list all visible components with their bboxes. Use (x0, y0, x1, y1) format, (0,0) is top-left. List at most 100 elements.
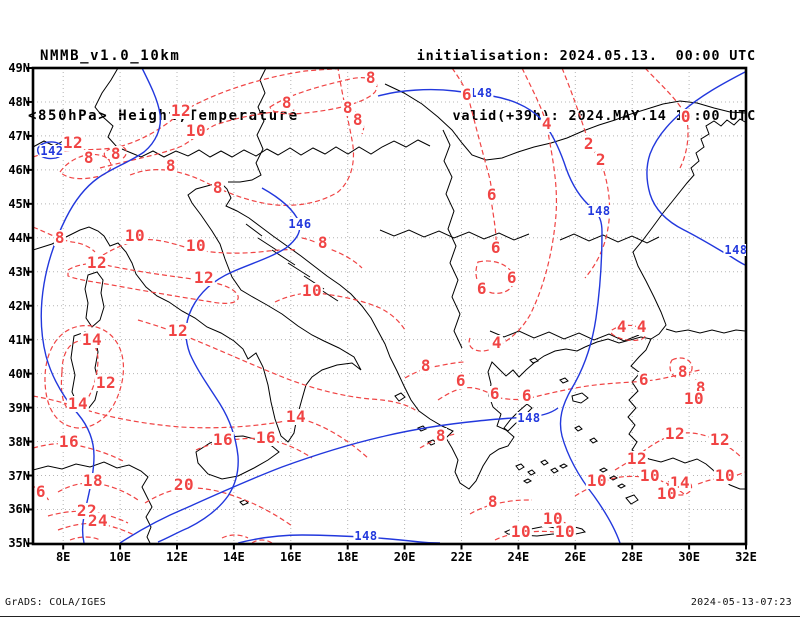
temperature-contour-label: 4 (540, 114, 554, 133)
temperature-contour-label: 10 (553, 522, 577, 541)
temperature-contour-label: 8 (419, 356, 433, 375)
temperature-contour-label: 8 (82, 148, 96, 167)
temperature-contour-label: 10 (123, 226, 147, 245)
y-axis-label: 45N (8, 196, 30, 211)
temperature-contour-label: 20 (172, 475, 196, 494)
temperature-contour-label: 10 (184, 236, 208, 255)
temperature-contour-label: 4 (635, 317, 649, 336)
temperature-contour-label: 6 (520, 386, 534, 405)
temperature-contour-label: 8 (486, 492, 500, 511)
height-contour-label: 142 (39, 144, 65, 158)
temperature-contour-label: 10 (585, 471, 609, 490)
x-axis-label: 22E (450, 550, 473, 564)
y-axis-label: 48N (8, 94, 30, 109)
x-axis-label: 30E (678, 550, 700, 564)
temperature-contour-label: 12 (61, 133, 85, 152)
y-axis-label: 42N (8, 298, 30, 313)
temperature-contour-label: 12 (708, 430, 732, 449)
header-left: NMMB_v1.0_10km <850hPa> Height,Temperatu… (28, 6, 299, 166)
temperature-contour-label: 6 (475, 279, 489, 298)
height-contour-label: 148 (586, 204, 612, 218)
temperature-contour-label: 2 (594, 150, 608, 169)
temperature-contour-label: 10 (509, 522, 533, 541)
temperature-contour-label: 8 (364, 68, 378, 87)
temperature-contour-label: 10 (713, 466, 737, 485)
map-frame (31, 66, 748, 546)
temperature-contour-label: 10 (541, 509, 565, 528)
x-axis-label: 24E (507, 550, 530, 564)
x-axis-label: 26E (564, 550, 587, 564)
model-title: NMMB_v1.0_10km (40, 48, 181, 64)
temperature-contour-label: 6 (454, 371, 468, 390)
height-contour-label: 148 (516, 411, 542, 425)
temperature-contour-label: 8 (351, 110, 365, 129)
y-axis-label: 36N (8, 502, 30, 517)
x-axis-label: 8E (55, 550, 71, 564)
y-axis-label: 38N (8, 434, 30, 449)
x-axis-label: 32E (735, 550, 757, 564)
temperature-contour-label: 14 (80, 330, 104, 349)
init-time: initialisation: 2024.05.13. 00:00 UTC (416, 48, 756, 64)
temperature-contour-label: 6 (485, 185, 499, 204)
image-bottom-border (0, 616, 800, 617)
x-axis-label: 12E (166, 550, 188, 564)
x-axis-label: 10E (109, 550, 131, 564)
temperature-contour-label: 8 (211, 178, 225, 197)
contour-label-layer: 142 146 148 148 148 148 148 12 10 12 8 8 8 8 8 8 8 8 6 4 2 2 0… (33, 68, 746, 544)
y-axis-label: 37N (8, 468, 30, 483)
x-axis-label: 16E (279, 550, 302, 564)
x-axis-label: 28E (621, 550, 644, 564)
temperature-contour-label: 8 (280, 93, 294, 112)
temperature-contour-label: 12 (166, 321, 190, 340)
temperature-contour-label: 8 (109, 144, 123, 163)
temperature-contour-label: 8 (341, 98, 355, 117)
x-axis-label: 18E (336, 550, 359, 564)
y-axis-label: 43N (8, 264, 30, 279)
temperature-contour-label: 16 (57, 432, 81, 451)
y-axis-label: 40N (8, 366, 30, 381)
field-title: <850hPa> Height,Temperature (28, 108, 299, 124)
temperature-contour-label: 16 (254, 428, 278, 447)
temperature-contour-label: 14 (66, 394, 90, 413)
height-contour-label: 148 (723, 244, 746, 256)
y-axis-label: 47N (8, 128, 30, 143)
temperature-contour-label: 10 (300, 281, 324, 300)
temperature-contour-label: 6 (460, 85, 474, 104)
temperature-contour-label: 12 (625, 449, 649, 468)
creation-timestamp: 2024-05-13-07:23 (690, 597, 792, 608)
height-contour-label: 148 (353, 529, 379, 543)
temperature-contour-label: 8 (53, 228, 67, 247)
temperature-contour-label: 18 (81, 471, 105, 490)
y-axis-label: 39N (8, 400, 30, 415)
temperature-contour-label: 4 (615, 317, 629, 336)
temperature-contour-label: 12 (169, 101, 193, 120)
y-axis-label: 49N (8, 61, 30, 75)
temperature-contour-label: 6 (489, 238, 503, 257)
y-axis-label: 41N (8, 332, 30, 347)
x-axis-label: 14E (223, 550, 245, 564)
temperature-contour-label: 6 (34, 482, 48, 501)
height-contour-label: 148 (468, 86, 494, 100)
temperature-contour-label: 12 (663, 424, 687, 443)
temperature-contour-label: 0 (679, 107, 693, 126)
temperature-contour-label: 8 (434, 426, 448, 445)
temperature-contour-label: 6 (505, 268, 519, 287)
temperature-contour-label: 10 (184, 121, 208, 140)
temperature-contour-label: 12 (85, 253, 109, 272)
temperature-contour-label: 24 (86, 511, 110, 530)
temperature-contour-label: 10 (655, 484, 679, 503)
grads-credit: GrADS: COLA/IGES (5, 597, 107, 608)
x-axis-label: 20E (393, 550, 416, 564)
y-axis-label: 46N (8, 162, 30, 177)
temperature-contour-label: 10 (682, 389, 706, 408)
temperature-contour-label: 16 (211, 430, 235, 449)
temperature-contour-label: 8 (676, 362, 690, 381)
temperature-contour-label: 14 (284, 407, 308, 426)
temperature-contour-label: 12 (94, 373, 118, 392)
y-axis-label: 35N (8, 536, 30, 551)
temperature-contour-label: 8 (316, 233, 330, 252)
temperature-contour-label: 4 (490, 333, 504, 352)
temperature-contour-label: 12 (192, 268, 216, 287)
temperature-contour-label: 6 (637, 370, 651, 389)
